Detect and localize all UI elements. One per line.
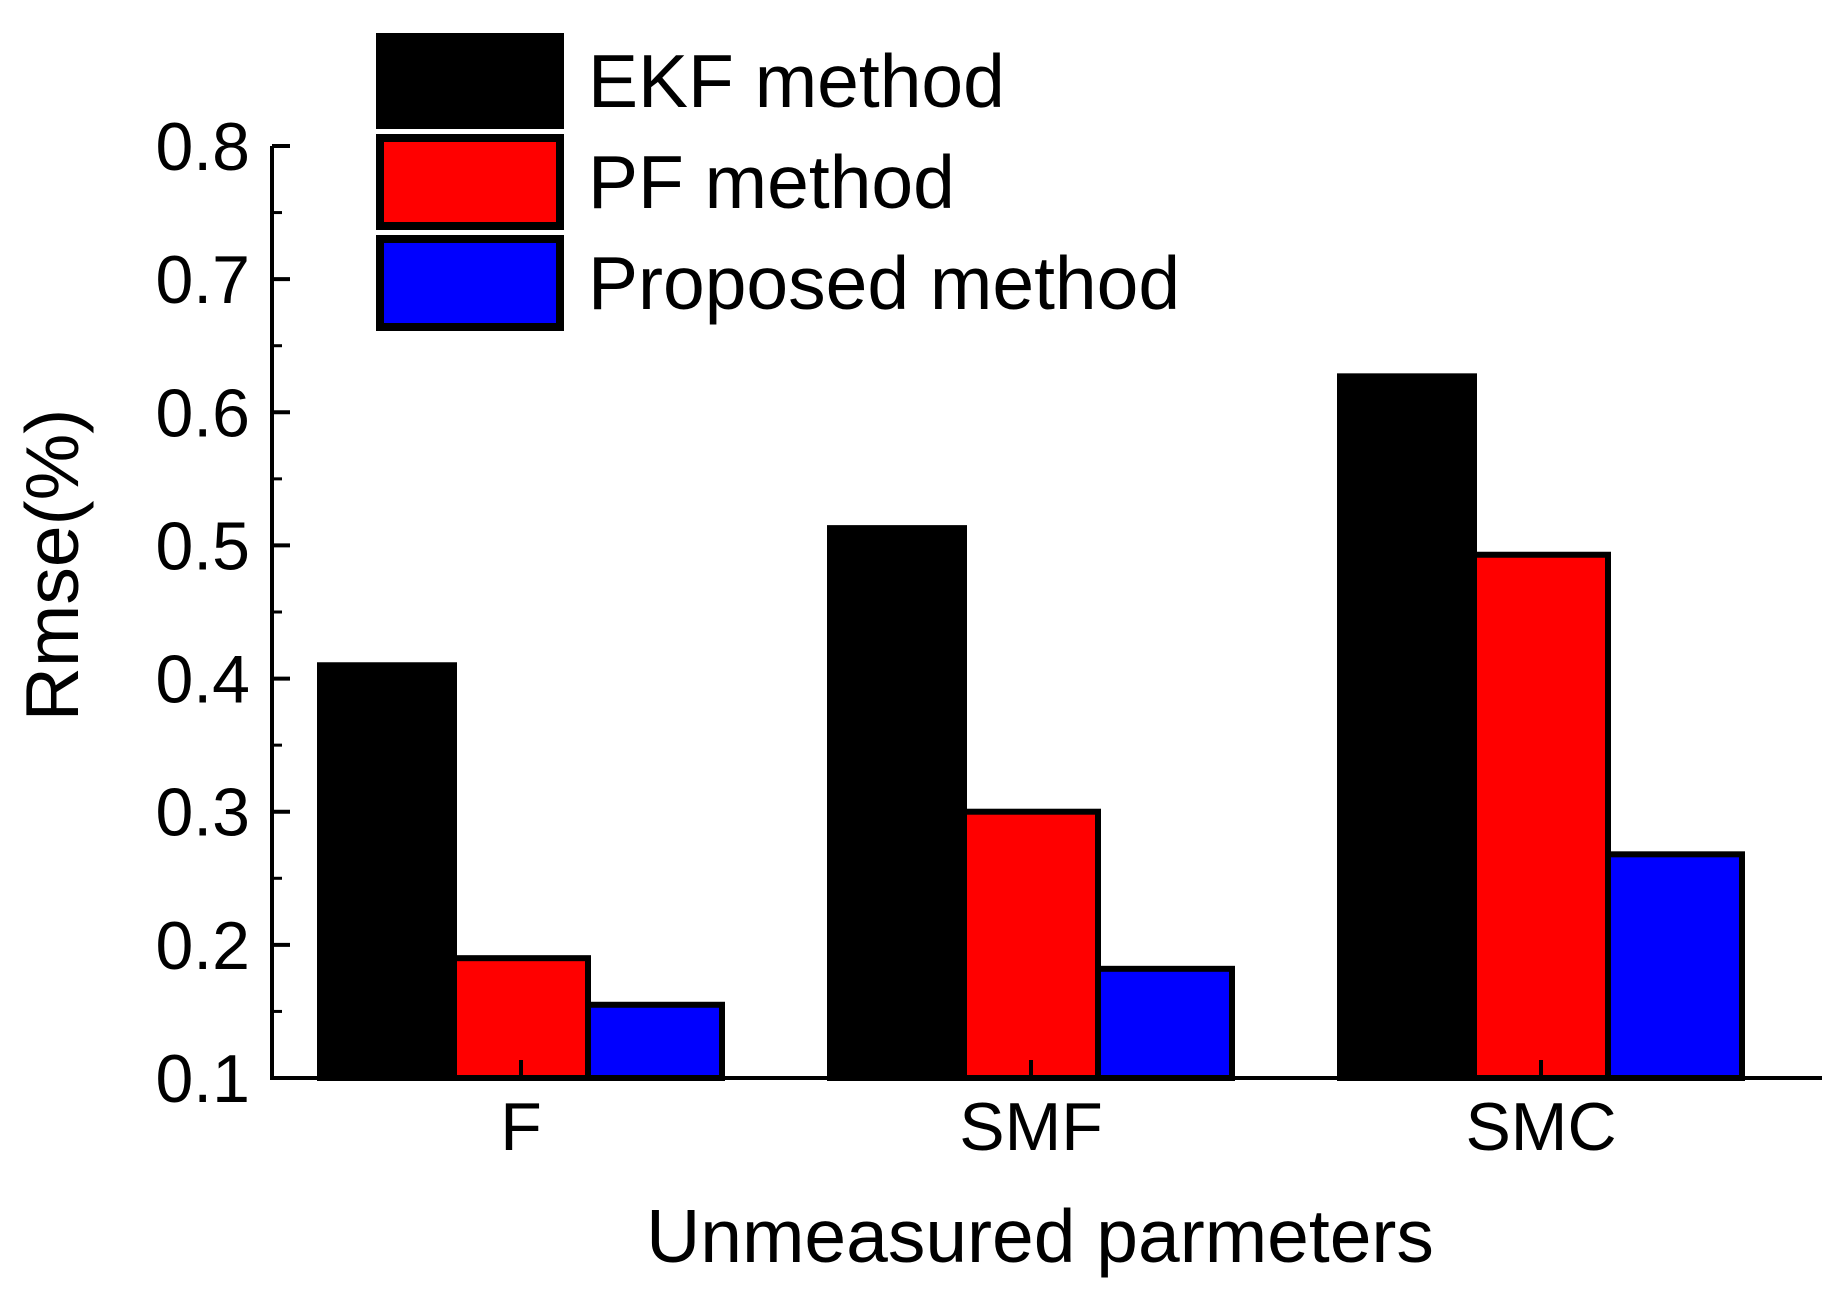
y-tick-label: 0.7 <box>155 242 250 318</box>
bar-smc-pf-method <box>1471 551 1611 1081</box>
x-ticks: F SMF SMC <box>500 1060 1617 1165</box>
bar-smf-pf-method <box>961 808 1101 1081</box>
x-tick-label: SMC <box>1465 1089 1616 1165</box>
bar-f-proposed-method <box>585 1001 725 1081</box>
bar-f-ekf-method <box>317 662 457 1081</box>
y-tick-label: 0.3 <box>155 775 250 851</box>
x-tick-label: F <box>500 1089 542 1165</box>
bar-smf-ekf-method <box>827 525 967 1081</box>
bar-smc-proposed-method <box>1605 851 1745 1081</box>
y-tick-label: 0.6 <box>155 375 250 451</box>
y-tick-label: 0.5 <box>155 508 250 584</box>
y-tick-label: 0.2 <box>155 908 250 984</box>
legend-label: PF method <box>588 140 955 224</box>
legend-label: Proposed method <box>588 241 1180 325</box>
y-tick-label: 0.4 <box>155 642 250 718</box>
x-axis-label: Unmeasured parmeters <box>646 1194 1434 1278</box>
legend-swatch <box>376 134 564 230</box>
x-tick-label: SMF <box>959 1089 1103 1165</box>
legend-swatch <box>376 235 564 331</box>
legend-label: EKF method <box>588 39 1005 123</box>
bar-smf-proposed-method <box>1095 965 1235 1082</box>
bar-smc-ekf-method <box>1337 373 1477 1081</box>
y-axis-label: Rmse(%) <box>10 409 94 722</box>
legend-swatch <box>376 33 564 129</box>
y-tick-label: 0.1 <box>155 1041 250 1117</box>
bars-layer <box>317 373 1745 1082</box>
y-ticks: 0.1 0.2 0.3 0.4 0.5 0.6 0.7 0.8 <box>155 109 290 1117</box>
y-tick-label: 0.8 <box>155 109 250 185</box>
legend: EKF method PF method Proposed method <box>376 33 1180 331</box>
